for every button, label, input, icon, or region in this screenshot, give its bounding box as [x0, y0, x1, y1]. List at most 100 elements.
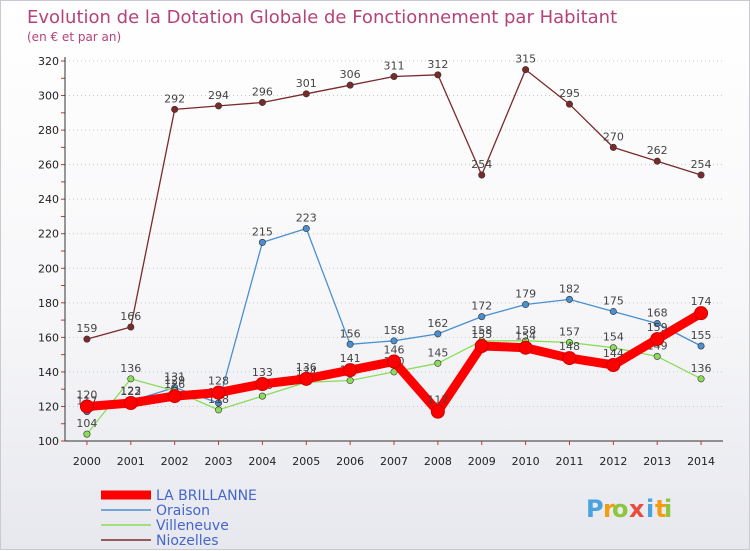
legend-label-villeneuve: Villeneuve — [156, 518, 229, 534]
data-label-oraison-2006: 156 — [340, 327, 361, 340]
data-label-villeneuve-2011: 157 — [559, 326, 580, 339]
point-oraison-2009 — [478, 313, 486, 321]
series-group: 159 166 292 294 296 301 306 311 312 254 315 295 270 2… — [76, 53, 712, 438]
point-la-brillanne-2008 — [430, 404, 445, 419]
data-label-niozelles-2010: 315 — [515, 53, 536, 66]
data-label-la-brillanne-2014: 174 — [691, 295, 712, 308]
point-la-brillanne-2002 — [167, 389, 182, 404]
y-tick-label-120: 120 — [38, 400, 59, 413]
x-tick-label-2010: 2010 — [512, 455, 540, 468]
x-tick-label-2012: 2012 — [599, 455, 627, 468]
data-label-niozelles-2002: 292 — [164, 92, 185, 105]
point-la-brillanne-2005 — [299, 371, 314, 386]
y-tick-label-200: 200 — [38, 262, 59, 275]
x-tick-label-2005: 2005 — [292, 455, 320, 468]
x-tick-label-2006: 2006 — [336, 455, 364, 468]
point-niozelles-2011 — [565, 100, 573, 108]
point-oraison-2014 — [697, 342, 705, 350]
legend-label-niozelles: Niozelles — [156, 533, 219, 549]
point-la-brillanne-2001 — [123, 396, 138, 410]
point-niozelles-2003 — [215, 102, 223, 110]
logo-letter: P — [586, 495, 604, 523]
data-label-oraison-2005: 223 — [296, 212, 317, 225]
point-villeneuve-2011 — [565, 339, 573, 347]
point-niozelles-2001 — [127, 323, 135, 331]
point-niozelles-2014 — [697, 171, 705, 179]
logo-letter: r — [603, 495, 615, 523]
x-tick-label-2011: 2011 — [555, 455, 583, 468]
point-niozelles-2013 — [653, 157, 661, 165]
point-oraison-2010 — [522, 301, 530, 309]
x-tick-label-2003: 2003 — [205, 455, 233, 468]
x-tick-label-2004: 2004 — [248, 455, 276, 468]
y-tick-label-220: 220 — [38, 228, 59, 241]
point-niozelles-2007 — [390, 73, 398, 81]
data-label-la-brillanne-2008: 117 — [427, 394, 448, 407]
point-la-brillanne-2011 — [562, 351, 577, 366]
y-tick-label-320: 320 — [38, 55, 59, 68]
legend-label-la-brillanne: LA BRILLANNE — [156, 488, 257, 504]
point-oraison-2008 — [434, 330, 442, 338]
data-label-oraison-2004: 215 — [252, 225, 273, 238]
data-label-villeneuve-2009: 158 — [471, 324, 492, 337]
data-label-niozelles-2012: 270 — [603, 130, 624, 143]
point-la-brillanne-2010 — [518, 340, 533, 355]
x-tick-label-2014: 2014 — [687, 455, 715, 468]
x-tick-label-2008: 2008 — [424, 455, 452, 468]
data-label-niozelles-2001: 166 — [120, 310, 141, 323]
data-label-la-brillanne-2001: 122 — [120, 385, 141, 398]
logo-letter: o — [612, 495, 629, 523]
point-villeneuve-2001 — [127, 375, 135, 383]
data-label-niozelles-2000: 159 — [76, 322, 97, 335]
point-la-brillanne-2007 — [387, 354, 401, 369]
point-la-brillanne-2013 — [650, 332, 665, 347]
point-oraison-2004 — [258, 238, 266, 246]
logo-letter: i — [664, 495, 672, 523]
data-label-villeneuve-2012: 154 — [603, 331, 624, 344]
data-label-niozelles-2009: 254 — [471, 158, 492, 171]
data-label-villeneuve-2008: 145 — [427, 346, 448, 359]
x-tick-label-2001: 2001 — [117, 455, 145, 468]
point-niozelles-2000 — [83, 335, 91, 343]
point-villeneuve-2006 — [346, 377, 354, 385]
y-tick-label-160: 160 — [38, 331, 59, 344]
data-label-niozelles-2011: 295 — [559, 87, 580, 100]
x-tick-label-2013: 2013 — [643, 455, 671, 468]
point-la-brillanne-2000 — [79, 399, 94, 414]
point-oraison-2006 — [346, 340, 354, 348]
point-niozelles-2012 — [609, 143, 617, 151]
point-villeneuve-2013 — [653, 352, 661, 360]
logo-letter: i — [646, 495, 654, 523]
data-label-oraison-2014: 155 — [691, 329, 712, 342]
data-label-oraison-2011: 182 — [559, 282, 580, 295]
data-label-oraison-2008: 162 — [427, 317, 448, 330]
x-tick-label-2000: 2000 — [73, 455, 101, 468]
y-tick-label-140: 140 — [38, 366, 59, 379]
point-niozelles-2005 — [302, 90, 310, 98]
data-label-la-brillanne-2012: 144 — [603, 347, 624, 360]
point-villeneuve-2012 — [609, 344, 617, 352]
point-la-brillanne-2006 — [343, 363, 358, 378]
data-label-la-brillanne-2007: 146 — [384, 344, 405, 357]
data-label-oraison-2010: 179 — [515, 288, 536, 301]
point-la-brillanne-2003 — [211, 385, 226, 400]
point-niozelles-2002 — [171, 105, 179, 113]
point-oraison-2003 — [215, 399, 223, 407]
point-villeneuve-2004 — [258, 392, 266, 400]
data-label-villeneuve-2014: 136 — [691, 362, 712, 375]
point-niozelles-2006 — [346, 81, 354, 89]
point-la-brillanne-2009 — [474, 339, 489, 353]
point-oraison-2007 — [390, 337, 398, 345]
data-label-oraison-2009: 172 — [471, 300, 492, 313]
axes: 100 120 140 160 180 200 220 240 260 280 300 320 2000… — [38, 55, 723, 468]
data-label-oraison-2013: 168 — [647, 307, 668, 320]
point-oraison-2012 — [609, 307, 617, 315]
y-tick-label-300: 300 — [38, 90, 59, 103]
point-oraison-2013 — [653, 320, 661, 328]
point-niozelles-2008 — [434, 71, 442, 79]
data-label-la-brillanne-2006: 141 — [340, 352, 361, 365]
y-tick-label-280: 280 — [38, 124, 59, 137]
data-label-niozelles-2004: 296 — [252, 85, 273, 98]
